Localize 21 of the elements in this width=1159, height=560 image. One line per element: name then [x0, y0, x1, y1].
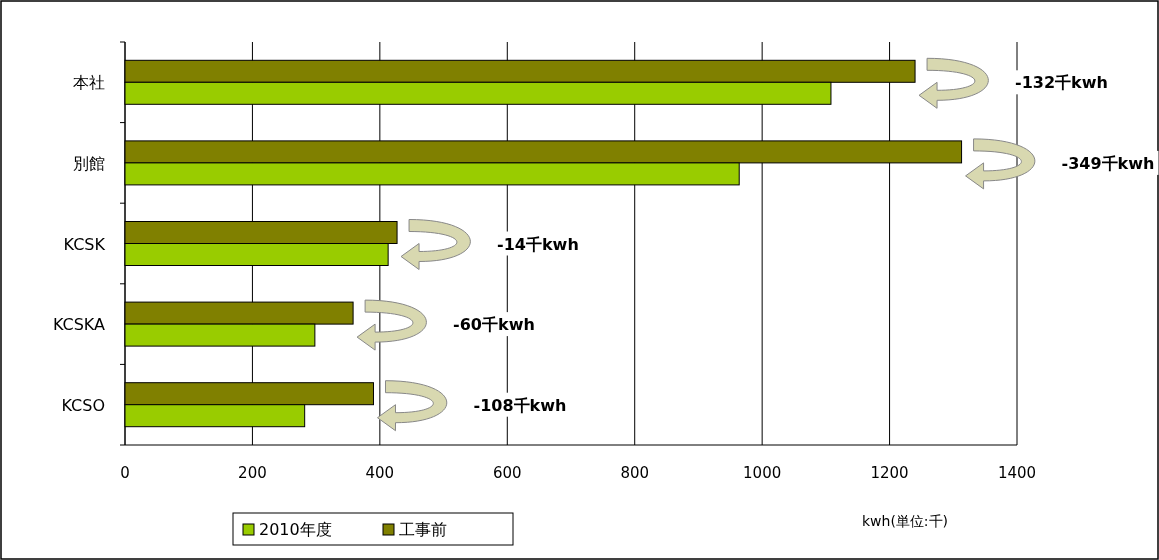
y-tick-label: KCSK — [63, 234, 106, 254]
annotation: -60千kwh — [453, 315, 535, 335]
text: -349千kwh — [1061, 153, 1155, 173]
annotation: -132千kwh — [1015, 73, 1108, 93]
x-tick-label: 800 — [620, 464, 650, 482]
x-tick-label: 1000 — [743, 464, 782, 482]
y-tick-label: KCSKA — [52, 315, 106, 335]
legend-label: 2010年度 — [259, 520, 332, 539]
text: kwh(単位:千) — [861, 513, 949, 529]
legend-label: 工事前 — [399, 520, 447, 539]
y-tick-label: 別館 — [73, 153, 105, 173]
y-tick-label: 本社 — [73, 73, 105, 93]
y-tick-label: KCSO — [61, 395, 105, 415]
annotation: -108千kwh — [473, 395, 567, 415]
x-tick-label: 1400 — [997, 464, 1037, 482]
x-tick-label: 400 — [365, 464, 395, 482]
x-tick-label: 1200 — [870, 464, 909, 482]
x-tick-label: 200 — [238, 464, 267, 482]
x-tick-label: 600 — [492, 464, 522, 482]
annotation: -14千kwh — [497, 234, 579, 254]
x-tick-label: 0 — [120, 464, 130, 482]
